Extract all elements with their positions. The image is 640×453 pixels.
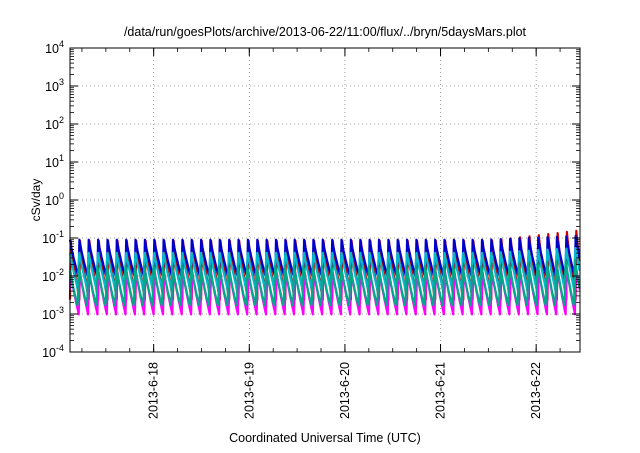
grid [70, 48, 580, 352]
x-tick-label: 2013-6-19 [242, 362, 256, 419]
x-tick-label: 2013-6-18 [147, 362, 161, 419]
series-group [68, 247, 581, 292]
y-tick-label: 104 [45, 39, 64, 56]
series-line [68, 258, 581, 307]
series-group [68, 235, 581, 277]
y-tick-label: 103 [45, 77, 64, 94]
x-tick-label: 2013-6-20 [338, 362, 352, 419]
y-tick-label: 10-3 [42, 305, 64, 322]
plot-frame [69, 47, 581, 353]
series-group [68, 258, 581, 307]
axis-ticks: 10-4 10-3 10-2 10-1 100 101 102 103 104 2013-6-18… [42, 39, 580, 419]
y-tick-label: 10-4 [42, 343, 64, 360]
y-tick-label: 102 [45, 115, 64, 132]
series-line [68, 235, 581, 277]
x-tick-label: 2013-6-21 [434, 362, 448, 419]
y-tick-label: 100 [45, 191, 64, 208]
y-tick-label: 10-1 [42, 229, 64, 246]
series-lines [68, 229, 581, 316]
chart-title: /data/run/goesPlots/archive/2013-06-22/1… [124, 25, 527, 39]
y-tick-label: 10-2 [42, 267, 64, 284]
y-axis-label: cSv/day [29, 179, 43, 222]
x-axis-label: Coordinated Universal Time (UTC) [229, 431, 421, 445]
x-tick-label: 2013-6-22 [529, 362, 543, 419]
series-line [68, 247, 581, 292]
y-tick-label: 101 [45, 153, 64, 170]
